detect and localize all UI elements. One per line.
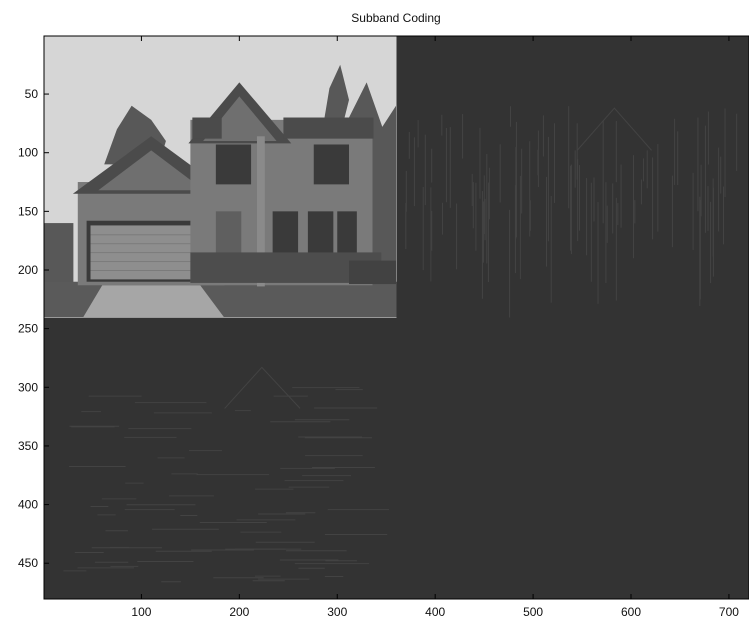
y-tick-label: 200	[18, 263, 38, 277]
x-tick-label: 300	[327, 605, 347, 619]
ll-garage-door-panel-line	[90, 234, 209, 236]
ll-garage-door-panel-line	[90, 243, 209, 245]
ll-upper-roof-right	[283, 117, 374, 139]
y-tick-label: 50	[25, 87, 39, 101]
lh-roof-edge	[224, 366, 301, 409]
subband-lh-background	[44, 317, 397, 599]
y-axis: 50 100 150 200 250 300 350 400 450	[18, 87, 49, 570]
ll-porch-column	[256, 136, 265, 287]
subband-hh-background	[396, 317, 749, 599]
ll-garage-door-panel-line	[90, 261, 209, 263]
ll-garage-gable	[98, 150, 205, 191]
ll-garage-door-panel-line	[90, 252, 209, 254]
y-tick-label: 400	[18, 498, 38, 512]
ll-garage-door-panel-line	[90, 269, 209, 271]
ll-upper-roof-left	[192, 117, 222, 139]
image-area	[44, 36, 749, 599]
subband-lh-edges	[63, 366, 389, 583]
ll-shrub-right	[349, 260, 397, 285]
subband-hh	[396, 317, 749, 599]
y-tick-label: 450	[18, 556, 38, 570]
axes-box	[43, 35, 749, 600]
y-tick-label: 250	[18, 322, 38, 336]
x-tick-label: 700	[719, 605, 739, 619]
ll-window-upper-right	[313, 144, 350, 185]
ll-window-upper-left	[215, 144, 252, 185]
y-tick-label: 300	[18, 380, 38, 394]
y-tick-label: 350	[18, 439, 38, 453]
subband-hl-edges	[405, 106, 738, 320]
y-tick-label: 150	[18, 204, 38, 218]
x-tick-label: 500	[523, 605, 543, 619]
subband-lh	[44, 317, 397, 599]
y-tick-label: 100	[18, 146, 38, 160]
subband-ll	[44, 36, 397, 317]
hl-roof-edge	[576, 107, 652, 151]
x-tick-label: 400	[425, 605, 445, 619]
x-tick-label: 200	[229, 605, 249, 619]
x-tick-label: 600	[621, 605, 641, 619]
x-axis: 100 200 300 400 500 600 700	[131, 36, 739, 619]
subband-hl-background	[396, 36, 749, 318]
x-tick-label: 100	[131, 605, 151, 619]
axis-frame	[43, 35, 749, 600]
chart-title: Subband Coding	[351, 11, 440, 25]
subband-hl	[396, 36, 749, 320]
ll-driveway	[83, 285, 224, 317]
